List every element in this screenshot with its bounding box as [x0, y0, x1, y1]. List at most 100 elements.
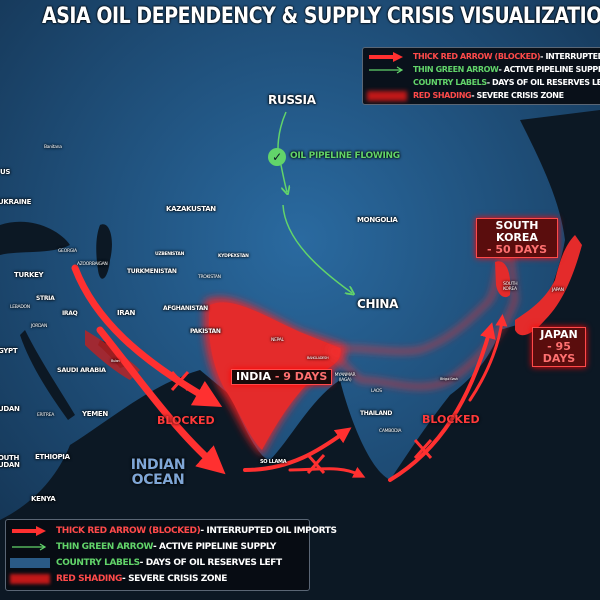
country-label: TURKEY	[14, 271, 44, 279]
red-sea	[20, 330, 75, 420]
legend-item-red-arrow: THICK RED ARROW (BLOCKED) - INTERRUPTED …	[367, 50, 600, 63]
legend-item-country-labels: COUNTRY LABELS - DAYS OF OIL RESERVES LE…	[367, 76, 600, 89]
legend-desc: - DAYS OF OIL RESERVES LEFT	[139, 558, 283, 568]
legend-key: THICK RED ARROW (BLOCKED)	[413, 52, 541, 61]
country-label: STRIA	[36, 295, 55, 302]
callout-days: - 9 DAYS	[274, 370, 328, 383]
red-arrow-bay	[243, 427, 352, 472]
japan-crisis	[515, 235, 582, 336]
country-label: SO LLAMA	[260, 459, 287, 465]
country-label: TURKMENISTAN	[127, 268, 177, 275]
blocked-label: BLOCKED	[157, 414, 215, 427]
red-arrow-icon	[10, 526, 50, 536]
country-label: PAKISTAN	[190, 328, 221, 335]
indian-ocean-label: INDIAN OCEAN	[130, 457, 186, 488]
callout-days: - 95 DAYS	[542, 340, 576, 366]
country-label: LAOS	[371, 389, 382, 394]
country-label: OUTH UDAN	[0, 454, 20, 469]
india-callout: INDIA - 9 DAYS	[231, 369, 333, 386]
country-label: ERITREA	[37, 413, 54, 418]
legend-key: THIN GREEN ARROW	[413, 65, 499, 74]
country-label: NEPAL	[271, 338, 284, 343]
country-label: AFGHANISTAN	[163, 305, 208, 312]
country-label: IRAQ	[62, 310, 78, 317]
legend-desc: - ACTIVE PIPELINE SUPPLY	[498, 65, 600, 74]
red-arrow-gulf-ocean	[96, 326, 226, 475]
legend-item-red-shading: RED SHADING - SEVERE CRISIS ZONE	[367, 89, 599, 102]
country-label: US	[0, 168, 11, 176]
country-label: UKRAINE	[0, 198, 32, 206]
legend-item-green-arrow: THIN GREEN ARROW - ACTIVE PIPELINE SUPPL…	[367, 63, 600, 76]
country-label: KENYA	[31, 495, 56, 503]
country-label: KAZAKUSTAN	[166, 205, 216, 213]
x-icon	[413, 439, 433, 459]
china-label: CHINA	[357, 297, 399, 311]
legend-item-green-arrow: THIN GREEN ARROW - ACTIVE PIPELINE SUPPL…	[10, 539, 305, 555]
legend-key: THIN GREEN ARROW	[56, 542, 153, 552]
x-icon	[306, 454, 326, 474]
country-label: KYDPEXSTAN	[218, 254, 249, 259]
legend-top: THICK RED ARROW (BLOCKED) - INTERRUPTED …	[362, 47, 600, 105]
country-label: UDAN	[0, 405, 20, 413]
x-icon	[170, 371, 190, 391]
legend-item-country-labels: COUNTRY LABELS - DAYS OF OIL RESERVES LE…	[10, 555, 305, 571]
legend-desc: - DAYS OF OIL RESERVES LEFT	[486, 78, 600, 87]
red-arrow-korea	[468, 314, 508, 402]
country-label: IRAN	[117, 309, 136, 317]
country-label: ETHIOPIA	[35, 453, 70, 461]
legend-desc: - ACTIVE PIPELINE SUPPLY	[152, 542, 276, 552]
legend-key: THICK RED ARROW (BLOCKED)	[56, 526, 201, 536]
legend-key: COUNTRY LABELS	[56, 558, 140, 568]
page-title: ASIA OIL DEPENDENCY & SUPPLY CRISIS VISU…	[42, 4, 600, 29]
red-arrow-malacca	[288, 466, 366, 478]
country-label: LEBADON	[10, 305, 30, 310]
blocked-label: BLOCKED	[422, 413, 480, 426]
country-label: BANGLADESH	[307, 356, 329, 360]
country-label: GYPT	[0, 347, 18, 355]
legend-key: RED SHADING	[56, 574, 123, 584]
country-label: MYANMAR (IAGA)	[334, 373, 356, 383]
legend-item-red-arrow: THICK RED ARROW (BLOCKED) - INTERRUPTED …	[10, 523, 337, 539]
russia-label: RUSSIA	[268, 93, 316, 107]
country-label: YEMEN	[82, 410, 108, 418]
legend-item-red-shading: RED SHADING - SEVERE CRISIS ZONE	[10, 571, 305, 587]
country-label: SOUTH KOREA	[503, 282, 518, 292]
blocked-x-marks	[170, 371, 433, 474]
callout-country: INDIA	[236, 370, 272, 383]
red-shading-swatch	[10, 574, 50, 584]
country-label: TROKISTAN	[198, 275, 221, 280]
blocked-arrows	[71, 264, 508, 482]
country-label: AZOORBAIGAN	[77, 262, 108, 267]
callout-days: - 50 DAYS	[486, 243, 547, 257]
city-label: Bulan	[111, 359, 120, 363]
legend-key: RED SHADING	[413, 91, 472, 100]
blank-swatch	[367, 78, 407, 88]
korea-crisis	[495, 261, 511, 298]
legend-desc: - INTERRUPTED OIL IMPORTS	[540, 52, 600, 61]
callout-country: SOUTH KOREA	[495, 219, 539, 245]
pipeline-arrow-to-border	[280, 164, 287, 192]
pipeline-status: OIL PIPELINE FLOWING	[290, 151, 400, 161]
country-label: CAMBODIA	[379, 429, 402, 434]
country-label: THAILAND	[360, 410, 393, 417]
legend-bottom: THICK RED ARROW (BLOCKED) - INTERRUPTED …	[5, 519, 337, 591]
red-shading-swatch	[367, 90, 407, 101]
green-arrow-icon	[367, 65, 407, 75]
south-korea-callout: SOUTH KOREA - 50 DAYS	[476, 218, 558, 259]
city-label: Bhigui Gash	[440, 377, 458, 381]
legend-desc: - SEVERE CRISIS ZONE	[471, 91, 564, 100]
check-circle-icon: ✓	[268, 148, 286, 166]
black-sea	[0, 221, 70, 255]
caspian-sea	[96, 224, 112, 279]
green-arrow-icon	[10, 542, 50, 552]
city-label: Banitana	[44, 145, 62, 150]
red-arrow-icon	[367, 51, 407, 62]
country-label: SAUDI ARABIA	[57, 366, 106, 374]
country-label: JORDAN	[31, 324, 48, 329]
japan-callout: JAPAN - 95 DAYS	[532, 327, 586, 368]
country-label: UZBENISTAN	[155, 252, 185, 257]
red-arrow-southchina	[388, 322, 496, 482]
pipeline-arrow-china	[282, 204, 352, 293]
legend-desc: - SEVERE CRISIS ZONE	[122, 574, 228, 584]
